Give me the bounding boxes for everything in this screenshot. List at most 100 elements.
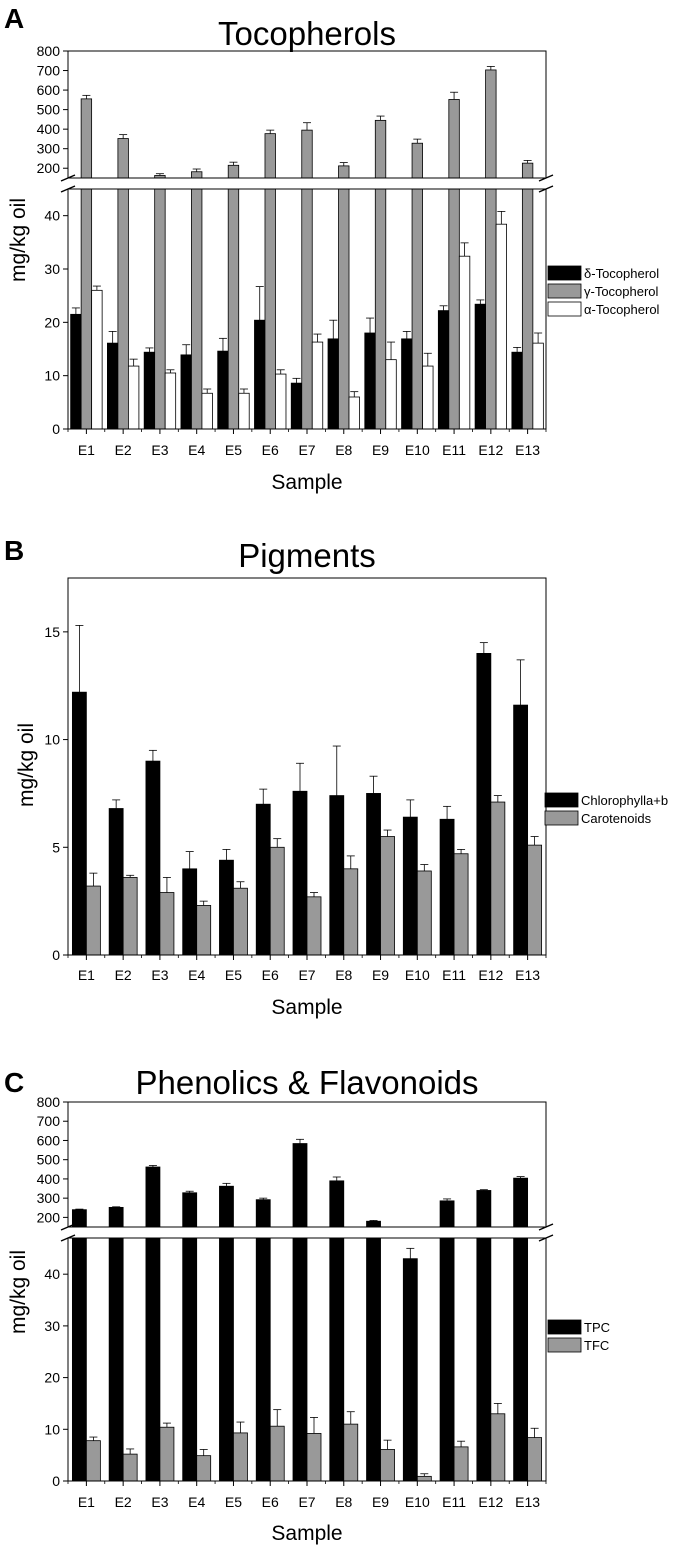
bar	[306, 1433, 322, 1482]
x-tick-label: E4	[188, 1494, 205, 1510]
bar	[366, 793, 381, 956]
x-tick-label: E6	[262, 967, 279, 983]
axis-break-mark	[60, 185, 76, 193]
y-tick-label: 400	[37, 1171, 61, 1187]
bar	[343, 868, 359, 956]
legend-label: TPC	[584, 1320, 610, 1335]
x-tick-label: E6	[262, 442, 279, 458]
x-tick-label: E13	[515, 1494, 540, 1510]
x-tick-label: E13	[515, 967, 540, 983]
bar	[255, 803, 271, 956]
bar	[122, 877, 138, 956]
plot-frame-upper	[67, 1101, 547, 1228]
bar	[301, 129, 313, 430]
y-tick-label: 500	[37, 102, 61, 118]
y-tick-label: 300	[37, 141, 61, 157]
bar	[91, 289, 103, 430]
x-tick-label: E4	[188, 442, 205, 458]
x-axis-label: Sample	[271, 471, 342, 494]
bar	[145, 1166, 161, 1482]
bar	[527, 844, 543, 956]
y-tick-label: 30	[44, 261, 60, 277]
x-tick-label: E8	[335, 1494, 352, 1510]
bar	[159, 1426, 175, 1482]
x-tick-label: E2	[115, 442, 132, 458]
bar	[180, 354, 192, 430]
x-tick-label: E7	[298, 1494, 315, 1510]
bar	[70, 313, 82, 430]
x-tick-label: E3	[151, 967, 168, 983]
bar	[401, 338, 413, 430]
legend-swatch	[544, 792, 579, 808]
y-tick-label: 200	[37, 160, 61, 176]
bar	[154, 175, 166, 430]
legend-swatch	[547, 265, 582, 281]
bar	[416, 1475, 432, 1482]
y-axis-label: mg/kg oil	[15, 723, 38, 807]
bar	[107, 342, 119, 430]
bar	[439, 818, 455, 956]
bar	[311, 341, 324, 430]
legend-swatch	[547, 1337, 582, 1353]
bar	[366, 1220, 381, 1482]
y-tick-label: 600	[37, 1132, 61, 1148]
bar	[532, 342, 544, 430]
bar	[374, 119, 387, 430]
y-tick-label: 10	[44, 368, 60, 384]
chart-title: Pigments	[238, 537, 376, 574]
plot-frame-upper	[67, 50, 547, 179]
x-tick-label: E3	[151, 442, 168, 458]
bar	[233, 1432, 248, 1482]
y-tick-label: 300	[37, 1190, 61, 1206]
x-tick-label: E8	[335, 967, 352, 983]
bar	[348, 396, 360, 430]
x-tick-label: E12	[478, 967, 503, 983]
x-tick-label: E9	[372, 1494, 389, 1510]
bar	[191, 171, 203, 430]
y-tick-label: 400	[37, 121, 61, 137]
chart-title: Tocopherols	[218, 15, 396, 52]
bar	[219, 859, 234, 956]
bar	[80, 98, 93, 430]
x-tick-label: E1	[78, 967, 95, 983]
bar	[448, 99, 460, 430]
y-tick-label: 0	[52, 1473, 60, 1489]
x-axis-label: Sample	[271, 1522, 342, 1545]
y-tick-label: 15	[44, 624, 60, 640]
x-tick-label: E10	[405, 442, 430, 458]
y-tick-label: 20	[44, 314, 60, 330]
bar	[329, 1180, 345, 1482]
bar	[385, 359, 397, 430]
bar	[521, 162, 534, 430]
bar	[196, 905, 212, 956]
bar	[439, 1200, 455, 1482]
x-tick-label: E12	[478, 442, 503, 458]
bar	[490, 801, 506, 956]
y-tick-label: 0	[52, 421, 60, 437]
bar	[343, 1423, 359, 1482]
legend: Chlorophylla+b Carotenoids	[544, 792, 668, 826]
x-tick-label: E4	[188, 967, 205, 983]
y-tick-label: 30	[44, 1318, 60, 1334]
axis-break-mark	[538, 185, 554, 193]
legend-label: TFC	[584, 1338, 609, 1353]
x-axis-label: Sample	[271, 996, 342, 1019]
x-tick-label: E2	[115, 1494, 132, 1510]
bar	[422, 365, 434, 430]
bar	[329, 795, 345, 956]
bar	[364, 332, 376, 430]
x-tick-label: E13	[515, 442, 540, 458]
x-tick-label: E5	[225, 967, 242, 983]
bar	[513, 704, 529, 956]
bar	[233, 887, 248, 956]
legend-swatch	[544, 810, 579, 826]
y-tick-label: 20	[44, 1370, 60, 1386]
y-tick-label: 10	[44, 1421, 60, 1437]
x-tick-label: E2	[115, 967, 132, 983]
x-tick-label: E11	[442, 1494, 466, 1510]
series-1	[85, 795, 543, 956]
panel-letter: B	[4, 535, 24, 566]
bar	[453, 853, 469, 956]
y-axis-label: mg/kg oil	[7, 198, 30, 282]
